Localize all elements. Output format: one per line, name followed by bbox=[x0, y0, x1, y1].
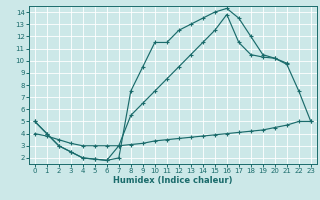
X-axis label: Humidex (Indice chaleur): Humidex (Indice chaleur) bbox=[113, 176, 233, 185]
